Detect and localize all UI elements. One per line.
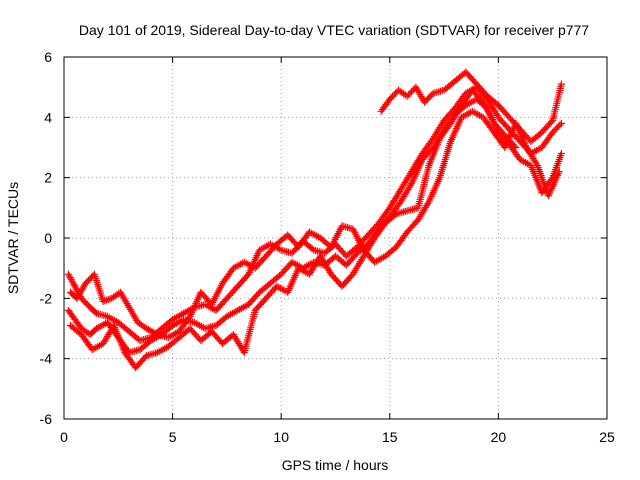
x-tick-label: 0 [60,429,68,445]
data-point-marker [557,150,565,158]
series-track-C [67,107,563,342]
data-point-marker [547,118,555,126]
data-marks [64,68,565,372]
data-point-marker [557,119,565,127]
y-tick-label: 0 [44,230,52,246]
x-tick-label: 5 [169,429,177,445]
data-point-marker [512,144,520,151]
x-axis-label: GPS time / hours [282,457,389,473]
y-tick-label: 6 [44,49,52,65]
y-tick-label: 4 [44,109,52,125]
data-point-marker [185,314,193,322]
chart-title: Day 101 of 2019, Sidereal Day-to-day VTE… [79,22,589,38]
x-tick-label: 20 [491,429,507,445]
x-tick-label: 15 [382,429,398,445]
series-track-D [67,86,520,372]
data-point-marker [557,80,565,88]
data-point-marker [556,121,564,129]
data-point-marker [91,308,99,316]
data-point-marker [555,168,563,176]
tick-labels: 0 5 10 15 20 25 -6 -4 -2 0 2 4 6 [40,49,615,445]
y-axis-label: SDTVAR / TECUs [5,182,21,294]
x-tick-label: 10 [273,429,289,445]
y-tick-label: -6 [40,411,53,427]
y-tick-label: -2 [40,290,53,306]
series-track-E [377,68,565,145]
y-tick-label: 2 [44,170,52,186]
x-tick-label: 25 [599,429,615,445]
data-point-marker [510,142,518,150]
y-tick-label: -4 [40,351,53,367]
plot-frame [63,56,608,420]
